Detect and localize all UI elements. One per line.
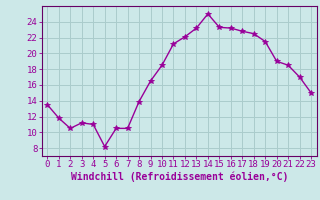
X-axis label: Windchill (Refroidissement éolien,°C): Windchill (Refroidissement éolien,°C)	[70, 172, 288, 182]
